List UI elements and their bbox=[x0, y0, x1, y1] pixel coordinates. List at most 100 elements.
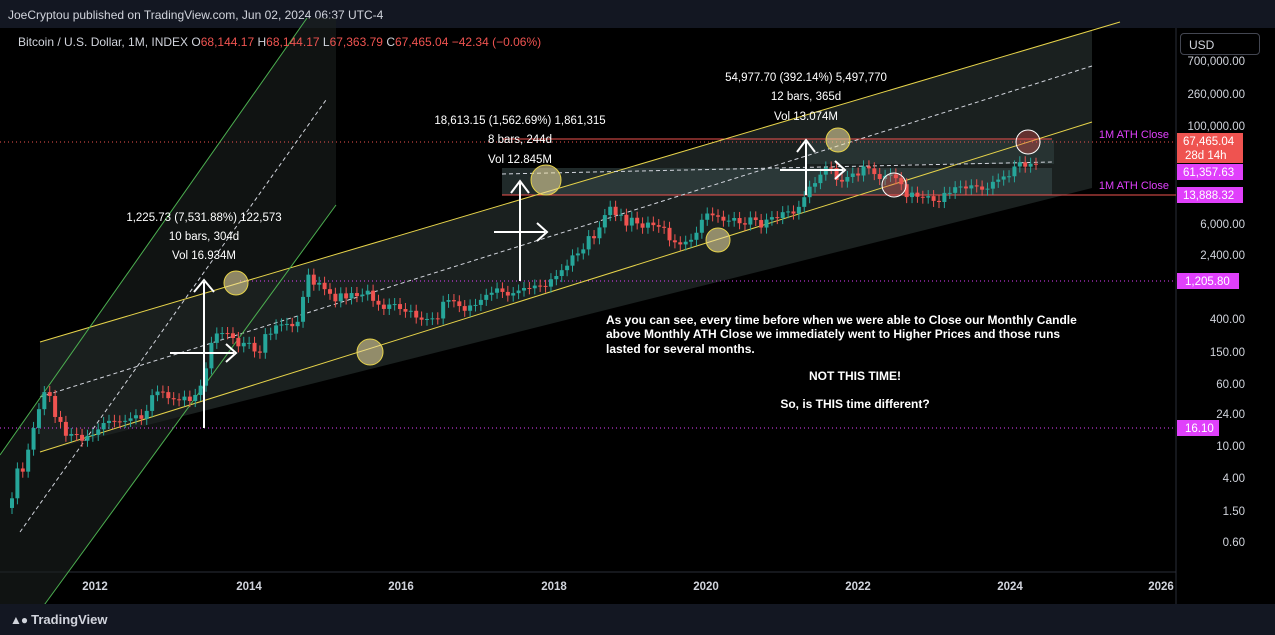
candle bbox=[327, 289, 332, 294]
footer-bar: ▲● TradingView bbox=[0, 604, 1275, 635]
annotation-line-3: lasted for several months. bbox=[606, 342, 755, 356]
candle bbox=[559, 270, 564, 277]
candle bbox=[796, 206, 801, 214]
time-axis[interactable]: 2012 2014 2016 2018 2020 2022 2024 2026 bbox=[82, 581, 1174, 593]
candle bbox=[586, 236, 591, 250]
bottom-circle-2022 bbox=[881, 172, 907, 198]
annotation-text: As you can see, every time before when w… bbox=[606, 313, 1077, 411]
candle bbox=[775, 217, 780, 219]
candle bbox=[290, 323, 295, 327]
candle bbox=[284, 323, 289, 325]
candle bbox=[295, 321, 300, 327]
candle bbox=[311, 274, 316, 285]
candle bbox=[505, 291, 510, 296]
candle bbox=[947, 192, 952, 194]
candle bbox=[274, 325, 279, 334]
candle bbox=[705, 213, 710, 220]
measurement-2013-line-1: 1,225.73 (7,531.88%) 122,573 bbox=[126, 212, 281, 224]
candle bbox=[31, 427, 36, 450]
candle bbox=[80, 434, 85, 441]
range-box-2017[interactable] bbox=[502, 168, 1052, 195]
measurement-2017-line-1: 18,613.15 (1,562.69%) 1,861,315 bbox=[434, 115, 605, 127]
candle bbox=[985, 188, 990, 190]
measurement-2021-line-1: 54,977.70 (392.14%) 5,497,770 bbox=[725, 72, 887, 84]
candle bbox=[548, 279, 553, 287]
candle bbox=[554, 276, 559, 280]
candle bbox=[1034, 163, 1038, 165]
candle bbox=[58, 416, 63, 422]
measurement-2013: 1,225.73 (7,531.88%) 122,573 10 bars, 30… bbox=[126, 212, 281, 262]
steep-channel-lower bbox=[41, 204, 337, 609]
candlestick-series bbox=[10, 156, 1038, 515]
candle bbox=[748, 217, 753, 225]
y-tick: 100,000.00 bbox=[1187, 121, 1245, 133]
candle bbox=[516, 290, 521, 294]
measurement-2017-line-3: Vol 12.845M bbox=[488, 154, 552, 166]
symbol-legend[interactable]: Bitcoin / U.S. Dollar, 1M, INDEX O68,144… bbox=[18, 35, 541, 49]
candle bbox=[376, 300, 381, 305]
candle bbox=[473, 304, 478, 306]
candle bbox=[96, 429, 101, 435]
candle bbox=[408, 310, 413, 312]
candle bbox=[317, 282, 322, 285]
open-label: O bbox=[191, 35, 201, 49]
publish-info: JoeCryptou published on TradingView.com,… bbox=[8, 8, 384, 22]
currency-button[interactable]: USD bbox=[1180, 33, 1260, 55]
candle bbox=[613, 206, 618, 216]
candle bbox=[694, 232, 699, 240]
price-axis[interactable]: 700,000.00 260,000.00 100,000.00 6,000.0… bbox=[1187, 56, 1245, 549]
candle bbox=[602, 215, 607, 228]
x-tick: 2020 bbox=[693, 581, 719, 593]
candle bbox=[10, 498, 14, 508]
y-tick: 60.00 bbox=[1216, 379, 1245, 391]
candle bbox=[980, 186, 985, 190]
ath-2017-tag bbox=[1177, 273, 1239, 289]
measurement-2021: 54,977.70 (392.14%) 5,497,770 12 bars, 3… bbox=[725, 72, 887, 123]
candle bbox=[204, 368, 209, 386]
candle bbox=[645, 222, 650, 228]
low-label: L bbox=[322, 35, 330, 49]
candle bbox=[144, 410, 149, 419]
candle bbox=[36, 409, 41, 428]
last-price-text: 67,465.04 bbox=[1183, 136, 1235, 148]
candle bbox=[608, 206, 613, 216]
annotation-emphasis: NOT THIS TIME! bbox=[809, 369, 901, 383]
candle bbox=[640, 223, 645, 228]
candle bbox=[446, 300, 451, 302]
candle bbox=[214, 333, 219, 343]
candle bbox=[392, 304, 397, 306]
candle bbox=[899, 178, 904, 185]
publish-bar: JoeCryptou published on TradingView.com,… bbox=[0, 0, 1275, 28]
candle bbox=[198, 385, 203, 395]
current-circle-2024 bbox=[1015, 129, 1041, 155]
candle bbox=[220, 333, 225, 335]
candle bbox=[689, 239, 694, 242]
candle bbox=[818, 174, 823, 184]
candle bbox=[1017, 162, 1022, 167]
candle bbox=[257, 351, 262, 353]
candle bbox=[301, 296, 306, 322]
candle bbox=[877, 174, 882, 180]
candle bbox=[495, 288, 500, 293]
candle bbox=[160, 391, 165, 393]
candle bbox=[915, 192, 920, 197]
candle bbox=[381, 304, 386, 309]
candle bbox=[333, 293, 338, 302]
candle bbox=[349, 293, 354, 299]
candle bbox=[63, 421, 68, 436]
candle bbox=[522, 288, 526, 291]
tradingview-logo: ▲● TradingView bbox=[10, 612, 107, 627]
candle bbox=[166, 392, 171, 399]
candle bbox=[910, 192, 915, 198]
measurement-2021-line-3: Vol 13.074M bbox=[774, 111, 838, 123]
bottom-circle-2015 bbox=[356, 338, 384, 366]
candle bbox=[716, 215, 721, 217]
candle bbox=[710, 213, 715, 216]
candle bbox=[123, 420, 128, 422]
candle bbox=[839, 179, 844, 182]
candle bbox=[769, 217, 774, 220]
y-tick: 4.00 bbox=[1223, 473, 1245, 485]
ath-close-tag bbox=[1177, 164, 1243, 180]
arrow-2013 bbox=[170, 278, 238, 428]
